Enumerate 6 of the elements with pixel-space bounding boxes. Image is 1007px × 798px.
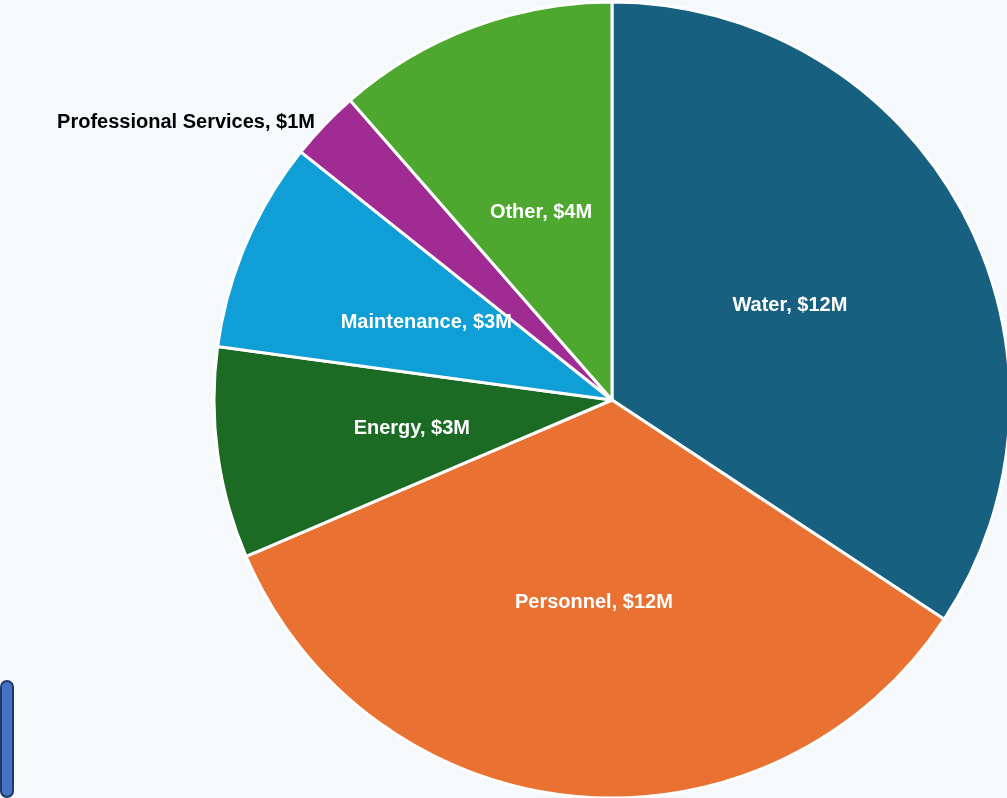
slice-label: Professional Services, $1M [57,109,315,132]
slice-label: Water, $12M [732,293,848,316]
slice-label: Energy, $3M [353,416,470,439]
slice-label: Maintenance, $3M [340,309,512,332]
slice-label: Other, $4M [489,199,593,222]
slice-label: Personnel, $12M [514,590,673,613]
